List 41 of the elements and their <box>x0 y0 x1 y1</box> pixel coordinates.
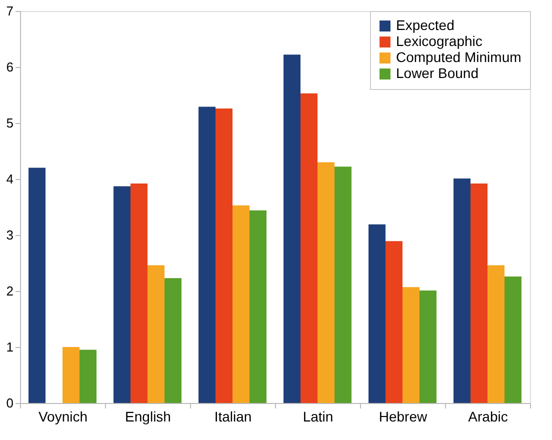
bar <box>454 178 470 403</box>
x-tick-label: Hebrew <box>378 408 428 424</box>
bar <box>80 350 96 403</box>
bar <box>114 186 130 403</box>
y-tick-label: 5 <box>6 116 14 130</box>
bar <box>130 183 148 403</box>
bar <box>164 278 182 403</box>
bar <box>232 205 250 403</box>
bar <box>28 168 46 403</box>
bar <box>300 93 318 403</box>
bar <box>198 106 216 403</box>
x-tick-label: Voynich <box>38 408 88 424</box>
legend-label: Expected <box>396 17 454 33</box>
bar <box>504 276 522 403</box>
legend-label: Lower Bound <box>396 65 479 81</box>
bar <box>250 210 266 403</box>
bar <box>368 224 386 403</box>
x-tick-label: Arabic <box>468 408 508 424</box>
y-tick-label: 4 <box>6 172 14 186</box>
y-tick-label: 2 <box>6 284 14 298</box>
y-tick-label: 0 <box>6 396 14 410</box>
bar <box>488 265 504 403</box>
bar <box>420 290 436 403</box>
bar <box>318 162 334 403</box>
legend-label: Lexicographic <box>396 33 482 49</box>
bar <box>402 287 420 403</box>
bar <box>62 347 80 403</box>
bar <box>334 166 352 403</box>
y-tick-label: 6 <box>6 60 14 74</box>
bar <box>148 265 164 403</box>
x-tick-label: English <box>125 408 171 424</box>
x-tick-label: Latin <box>302 408 334 424</box>
x-tick-label: Italian <box>214 408 252 424</box>
y-tick-label: 3 <box>6 228 14 242</box>
bar <box>216 108 232 403</box>
bar <box>470 183 488 403</box>
y-tick-label: 7 <box>6 4 14 18</box>
y-tick-label: 1 <box>6 340 14 354</box>
bar <box>284 54 300 403</box>
bar <box>386 241 402 403</box>
legend-label: Computed Minimum <box>396 49 522 65</box>
